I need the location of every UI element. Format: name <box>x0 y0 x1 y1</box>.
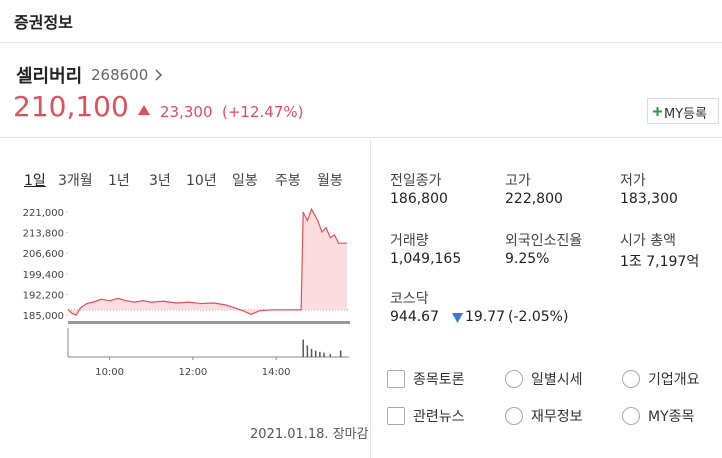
volume-bar <box>323 352 325 357</box>
summary-value: 183,300 <box>620 191 678 207</box>
summary-value: 1조 7,197억 <box>620 254 700 270</box>
tab[interactable]: 3개월 <box>58 173 93 189</box>
price-line <box>67 207 347 316</box>
summary-value: 222,800 <box>505 191 563 207</box>
y-tick-label: 185,000 <box>23 311 64 322</box>
summary-value: 186,800 <box>390 191 448 207</box>
volume-bar <box>329 354 332 357</box>
x-tick-label: 10:00 <box>95 367 124 378</box>
chevron-icon <box>155 69 163 81</box>
tab[interactable]: 1일 <box>24 173 46 189</box>
y-tick-label: 192,200 <box>23 290 64 301</box>
stock-name[interactable]: 셀리버리 <box>16 66 83 87</box>
summary-value: 9.25% <box>505 251 550 267</box>
price: 210,100 <box>13 90 129 123</box>
summary-value: 1,049,165 <box>390 251 462 267</box>
link[interactable]: 관련뉴스 <box>413 409 465 425</box>
price-area <box>68 209 347 315</box>
index-label: 코스닥 <box>390 291 429 307</box>
y-tick-label: 213,800 <box>23 229 64 240</box>
divider <box>370 140 371 458</box>
price-change: 23,300 <box>160 103 213 121</box>
link[interactable]: MY종목 <box>648 409 695 425</box>
divider <box>0 42 722 43</box>
separator-bar <box>68 321 350 324</box>
link-icon <box>505 407 523 425</box>
divider <box>0 137 722 138</box>
index-change: 19.77 <box>465 309 506 325</box>
down-icon <box>452 313 463 323</box>
y-tick-label: 199,400 <box>23 270 64 281</box>
link-icon <box>622 407 640 425</box>
summary-label: 외국인소진율 <box>505 233 583 249</box>
price-change-rate: (+12.47%) <box>222 103 304 121</box>
y-tick-label: 221,000 <box>23 208 64 219</box>
date-label: 2021.01.18. 장마감 <box>250 427 369 442</box>
link[interactable]: 일별시세 <box>531 372 583 388</box>
tab[interactable]: 10년 <box>186 173 217 189</box>
y-tick-label: 206,600 <box>23 249 64 260</box>
stock-code: 268600 <box>91 66 149 84</box>
volume-bar <box>339 350 342 357</box>
summary-label: 고가 <box>505 173 531 189</box>
volume-bar <box>314 350 317 357</box>
summary-label: 저가 <box>620 173 646 189</box>
summary-label: 거래량 <box>390 233 429 249</box>
summary-label: 전일종가 <box>390 173 442 189</box>
chart: 221,000 213,800 206,600 199,400 192,200 185,0… <box>23 207 350 378</box>
volume-bar <box>310 348 313 357</box>
tab[interactable]: 월봉 <box>317 173 343 189</box>
link-icon <box>622 370 640 388</box>
tab[interactable]: 일봉 <box>232 173 258 189</box>
tab[interactable]: 3년 <box>149 173 171 189</box>
tab[interactable]: 1년 <box>108 173 130 189</box>
register-button[interactable]: MY등록 <box>647 98 719 124</box>
volume-bar <box>319 351 321 357</box>
x-tick-label: 12:00 <box>178 367 207 378</box>
x-tick-label: 14:00 <box>262 367 291 378</box>
index-value: 944.67 <box>390 309 439 325</box>
link-icon <box>505 370 523 388</box>
link[interactable]: 재무정보 <box>531 409 583 425</box>
link-icon <box>387 370 405 388</box>
volume-bar <box>302 339 304 357</box>
volume-bar <box>306 345 309 357</box>
up-icon <box>138 105 150 115</box>
link[interactable]: 종목토론 <box>413 372 465 388</box>
link-icon <box>387 407 405 425</box>
link[interactable]: 기업개요 <box>648 372 700 388</box>
index-change-rate: (-2.05%) <box>508 309 569 325</box>
header-title: 증권정보 <box>14 13 73 32</box>
register-label: MY등록 <box>664 107 708 122</box>
tab[interactable]: 주봉 <box>275 173 301 189</box>
summary-label: 시가 총액 <box>620 233 676 249</box>
plus-icon <box>653 107 662 116</box>
